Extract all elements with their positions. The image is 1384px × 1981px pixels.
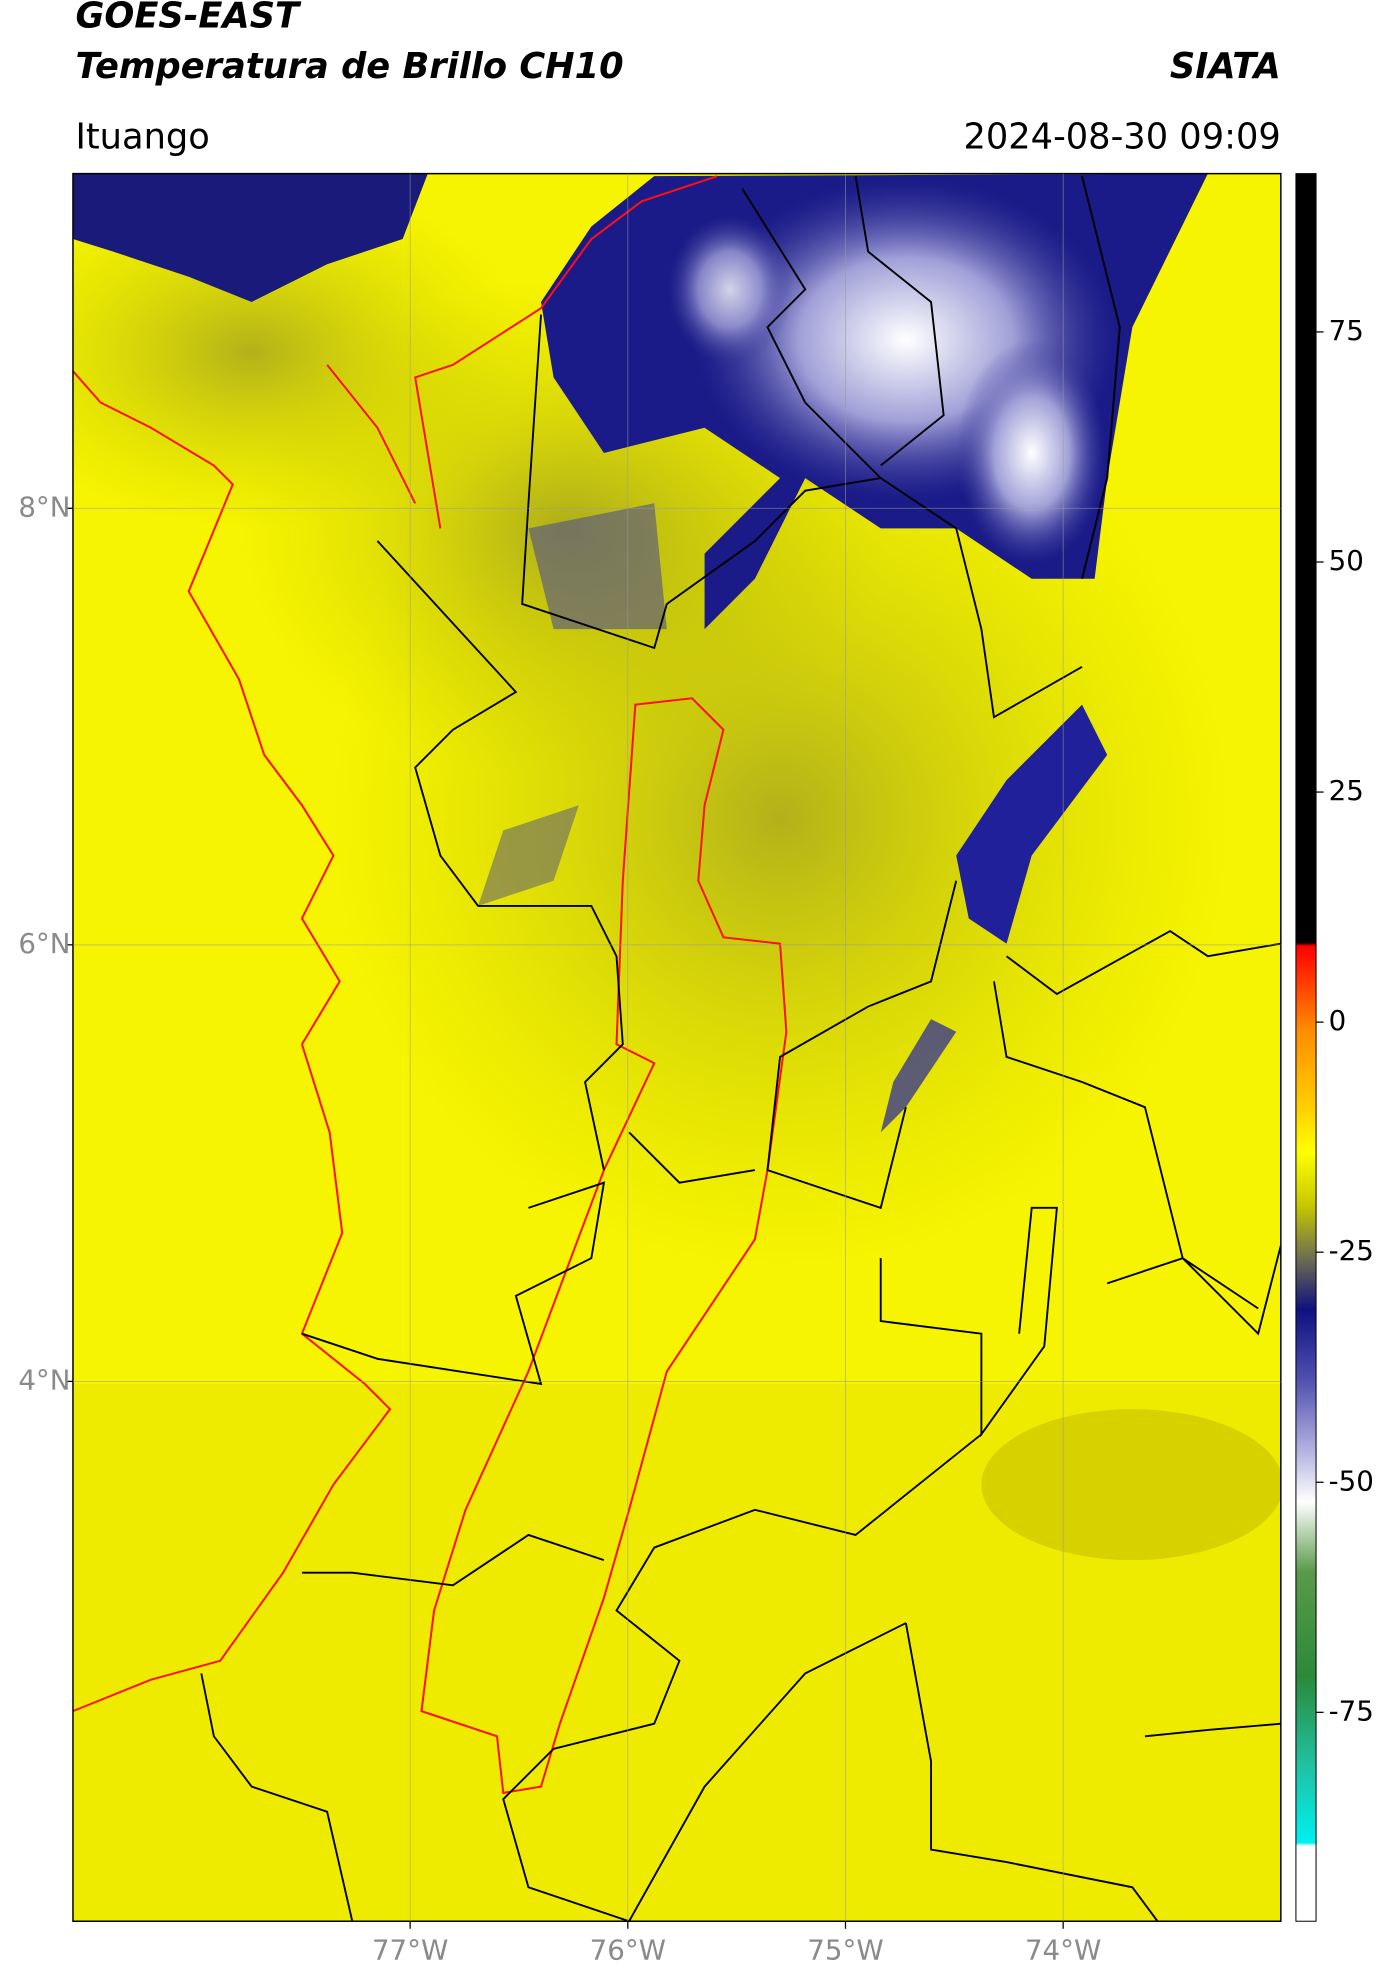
colorbar-label: 0: [1329, 1004, 1347, 1037]
map-frame: [72, 172, 1282, 1922]
timestamp: 2024-08-30 09:09: [963, 116, 1280, 157]
subtitle: Temperatura de Brillo CH10: [75, 46, 623, 87]
colorbar-label: -50: [1329, 1464, 1374, 1497]
credit: SIATA: [1170, 46, 1281, 87]
region: Ituango: [75, 116, 209, 157]
y-tick-label: 4°N: [18, 1363, 70, 1396]
colorbar: [1295, 173, 1317, 1922]
colorbar-label: -25: [1329, 1234, 1374, 1267]
colorbar-label: 25: [1329, 774, 1364, 807]
axes: 77°W 76°W 75°W 74°W 8°N 6°N 4°N 75 50 25 0 -25 -50 -7…: [18, 173, 1374, 1966]
y-tick-label: 8°N: [18, 490, 70, 523]
y-tick-label: 6°N: [18, 927, 70, 960]
x-tick-label: 77°W: [372, 1933, 448, 1966]
colorbar-label: 75: [1329, 314, 1364, 347]
x-tick-label: 76°W: [590, 1933, 666, 1966]
colorbar-label: 50: [1329, 544, 1364, 577]
colorbar-label: -75: [1329, 1694, 1374, 1727]
x-tick-label: 74°W: [1025, 1933, 1101, 1966]
map-field: [72, 173, 1281, 1922]
title: GOES-EAST: [75, 0, 302, 37]
x-tick-label: 75°W: [807, 1933, 883, 1966]
